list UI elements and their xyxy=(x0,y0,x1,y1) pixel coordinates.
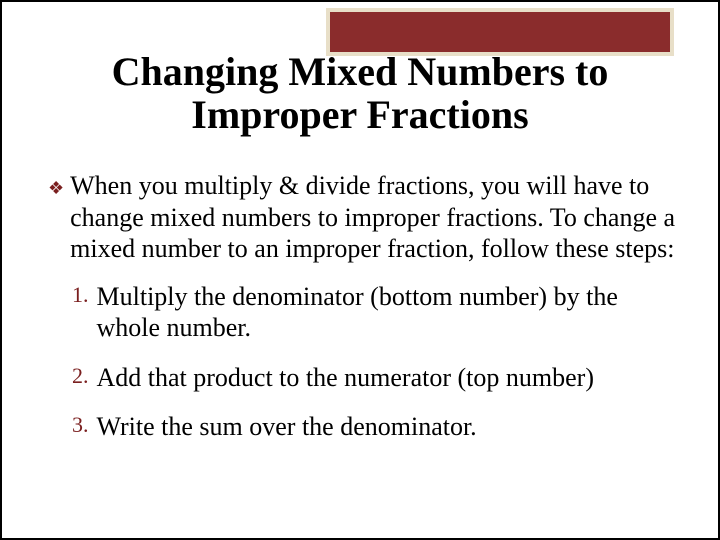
title-line-1: Changing Mixed Numbers to xyxy=(112,49,609,94)
list-item: 2. Add that product to the numerator (to… xyxy=(72,362,682,393)
intro-text: When you multiply & divide fractions, yo… xyxy=(70,170,682,265)
slide: Changing Mixed Numbers to Improper Fract… xyxy=(0,0,720,540)
step-text: Add that product to the numerator (top n… xyxy=(97,362,594,393)
step-number: 2. xyxy=(72,362,89,390)
body-area: ❖ When you multiply & divide fractions, … xyxy=(48,170,682,460)
steps-list: 1. Multiply the denominator (bottom numb… xyxy=(48,281,682,442)
diamond-bullet-icon: ❖ xyxy=(48,174,64,202)
list-item: 1. Multiply the denominator (bottom numb… xyxy=(72,281,682,343)
step-text: Multiply the denominator (bottom number)… xyxy=(97,281,683,343)
list-item: 3. Write the sum over the denominator. xyxy=(72,411,682,442)
step-number: 3. xyxy=(72,411,89,439)
step-text: Write the sum over the denominator. xyxy=(97,411,477,442)
step-number: 1. xyxy=(72,281,89,309)
page-title: Changing Mixed Numbers to Improper Fract… xyxy=(2,50,718,136)
title-line-2: Improper Fractions xyxy=(191,92,528,137)
intro-bullet: ❖ When you multiply & divide fractions, … xyxy=(48,170,682,265)
